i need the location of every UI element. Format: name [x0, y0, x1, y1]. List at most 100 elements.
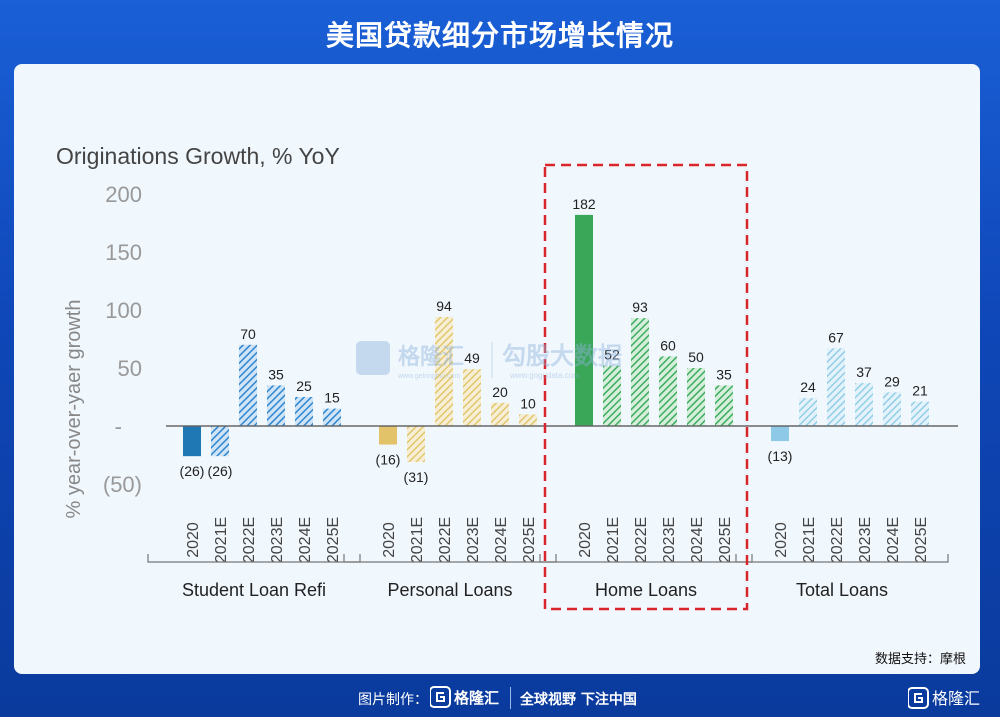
- bar: [855, 383, 873, 426]
- data-label: 25: [296, 378, 312, 394]
- data-label: 52: [604, 347, 620, 363]
- bar: [799, 398, 817, 426]
- bar: [519, 414, 537, 426]
- y-tick-label: -: [115, 414, 122, 439]
- originations-growth-chart: Originations Growth, % YoY % year-over-y…: [56, 143, 958, 611]
- x-tick-label: 2022E: [241, 517, 258, 563]
- x-tick-label: 2022E: [829, 517, 846, 563]
- data-label: 37: [856, 364, 872, 380]
- y-tick-label: (50): [103, 472, 142, 497]
- group-bracket: [147, 554, 361, 563]
- bar: [911, 401, 929, 426]
- corner-brand-logo: 格隆汇: [907, 685, 990, 711]
- bar: [295, 397, 313, 426]
- x-tick-label: 2021E: [409, 517, 426, 563]
- bar: [883, 392, 901, 426]
- data-label: (26): [208, 463, 233, 479]
- watermark-brand2: 勾股大数据: [502, 342, 622, 370]
- y-tick-label: 50: [118, 356, 142, 381]
- y-axis-ticks: 200 150 100 50 - (50): [103, 182, 142, 497]
- x-tick-label: 2020: [185, 522, 202, 558]
- x-tick-label: 2020: [381, 522, 398, 558]
- x-tick-label: 2025E: [521, 517, 538, 563]
- footer-bar: 图片制作： 格隆汇 全球视野 下注中国 格隆汇: [0, 681, 1000, 717]
- bar: [687, 368, 705, 426]
- group-label: Total Loans: [796, 580, 888, 600]
- x-tick-label: 2025E: [717, 517, 734, 563]
- data-label: 15: [324, 390, 340, 406]
- x-tick-label: 2023E: [269, 517, 286, 563]
- x-tick-label: 2021E: [605, 517, 622, 563]
- footer-brand-logo: 格隆汇: [429, 684, 502, 710]
- x-tick-label: 2025E: [913, 517, 930, 563]
- data-source: 数据支持：摩根: [874, 652, 966, 667]
- x-tick-label: 2021E: [213, 517, 230, 563]
- bar: [491, 402, 509, 426]
- data-label: 10: [520, 395, 536, 411]
- bar: [323, 408, 341, 426]
- bar: [463, 369, 481, 426]
- bar: [435, 316, 453, 426]
- bar: [239, 344, 257, 426]
- data-label: 94: [436, 298, 452, 314]
- x-tick-label: 2023E: [661, 517, 678, 563]
- group-label: Personal Loans: [387, 580, 512, 600]
- watermark-site: www.gelonghui.com: [397, 373, 460, 380]
- brand-logo-icon: [429, 686, 451, 708]
- bar: [211, 426, 229, 457]
- corner-brand: 格隆汇: [932, 689, 980, 708]
- group-label: Home Loans: [595, 580, 697, 600]
- group-label: Student Loan Refi: [182, 580, 326, 600]
- x-tick-label: 2025E: [325, 517, 342, 563]
- x-tick-label: 2024E: [689, 517, 706, 563]
- home-loans-highlight-box: [543, 163, 749, 611]
- data-label: 93: [632, 299, 648, 315]
- bar: [715, 385, 733, 426]
- bar: [407, 426, 425, 462]
- data-label: 60: [660, 337, 676, 353]
- data-label: 50: [688, 349, 704, 365]
- bar: [183, 426, 201, 457]
- y-axis-label: % year-over-yaer growth: [63, 300, 85, 519]
- bar: [827, 348, 845, 426]
- footer-divider: [510, 687, 511, 709]
- bar: [631, 318, 649, 426]
- group-bracket: [539, 554, 753, 563]
- data-label: 20: [492, 384, 508, 400]
- footer-slogan: 全球视野 下注中国: [520, 692, 637, 708]
- chart-card: Originations Growth, % YoY % year-over-y…: [14, 64, 980, 674]
- bar: [659, 356, 677, 426]
- x-tick-label: 2024E: [885, 517, 902, 563]
- corner-logo-icon: [907, 687, 929, 709]
- bar: [771, 426, 789, 442]
- bar: [267, 385, 285, 426]
- x-tick-label: 2024E: [493, 517, 510, 563]
- x-axis-labels: 2020 2021E 2022E 2023E 2024E 2025E 2020 2021E 20…: [185, 517, 930, 563]
- footer-made-by: 图片制作：: [358, 692, 428, 708]
- bar: [603, 365, 621, 426]
- footer-brand: 格隆汇: [454, 689, 499, 707]
- group-bracket: [343, 554, 557, 563]
- page-title: 美国贷款细分市场增长情况: [325, 19, 674, 52]
- y-tick-label: 150: [105, 240, 142, 265]
- watermark-brand: 格隆汇: [398, 344, 464, 370]
- data-label: (16): [376, 452, 401, 468]
- x-tick-label: 2023E: [465, 517, 482, 563]
- x-tick-label: 2020: [577, 522, 594, 558]
- group-bracket: [735, 554, 949, 563]
- data-label: 35: [716, 366, 732, 382]
- x-tick-label: 2022E: [437, 517, 454, 563]
- x-tick-label: 2020: [773, 522, 790, 558]
- x-tick-label: 2023E: [857, 517, 874, 563]
- x-tick-label: 2024E: [297, 517, 314, 563]
- data-label: 49: [464, 350, 480, 366]
- x-tick-label: 2021E: [801, 517, 818, 563]
- bar: [575, 214, 593, 426]
- y-tick-label: 100: [105, 298, 142, 323]
- data-label: 24: [800, 379, 816, 395]
- watermark: 格隆汇 www.gelonghui.com 勾股大数据 www.gogudata…: [356, 341, 622, 380]
- data-label: 67: [828, 329, 844, 345]
- watermark-logo-icon: [356, 341, 390, 375]
- data-label: (31): [404, 469, 429, 485]
- watermark-site2: www.gogudata.com: [509, 371, 580, 380]
